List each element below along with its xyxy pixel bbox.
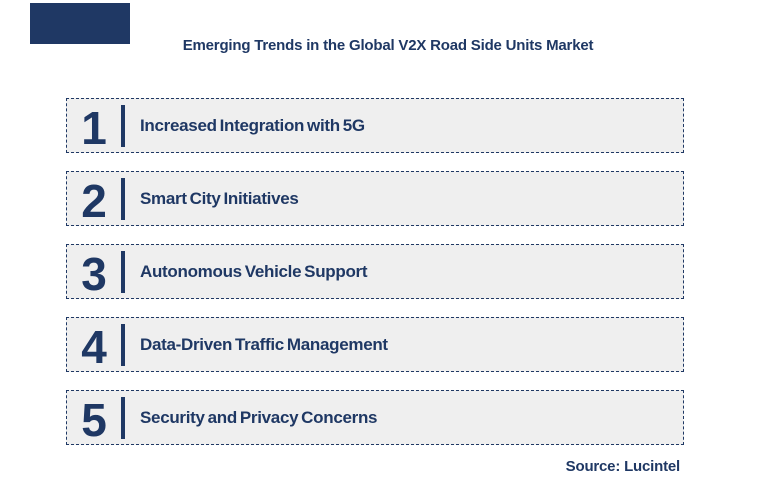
trend-label: Data-Driven Traffic Management: [140, 334, 388, 354]
trend-item: 4 Data-Driven Traffic Management: [66, 317, 684, 372]
source-credit: Source: Lucintel: [565, 458, 681, 475]
vertical-divider-bar: [121, 250, 125, 293]
trend-number: 2: [81, 175, 107, 227]
trend-list: 1 Increased Integration with 5G 2 Smart …: [66, 98, 684, 445]
trend-item: 5 Security and Privacy Concerns: [66, 390, 684, 445]
vertical-divider-bar: [121, 323, 125, 366]
trend-item: 1 Increased Integration with 5G: [66, 98, 684, 153]
trend-number: 4: [81, 321, 107, 373]
trend-label: Autonomous Vehicle Support: [140, 261, 368, 281]
corner-accent-block: [30, 3, 130, 44]
trend-number: 5: [81, 394, 107, 446]
trend-item: 2 Smart City Initiatives: [66, 171, 684, 226]
trend-number: 3: [81, 248, 107, 300]
vertical-divider-bar: [121, 396, 125, 439]
trend-label: Increased Integration with 5G: [140, 115, 365, 135]
vertical-divider-bar: [121, 177, 125, 220]
page-title: Emerging Trends in the Global V2X Road S…: [182, 37, 594, 54]
vertical-divider-bar: [121, 104, 125, 147]
trend-item: 3 Autonomous Vehicle Support: [66, 244, 684, 299]
trend-number: 1: [81, 102, 107, 154]
trend-label: Smart City Initiatives: [140, 188, 299, 208]
trend-label: Security and Privacy Concerns: [140, 407, 378, 427]
